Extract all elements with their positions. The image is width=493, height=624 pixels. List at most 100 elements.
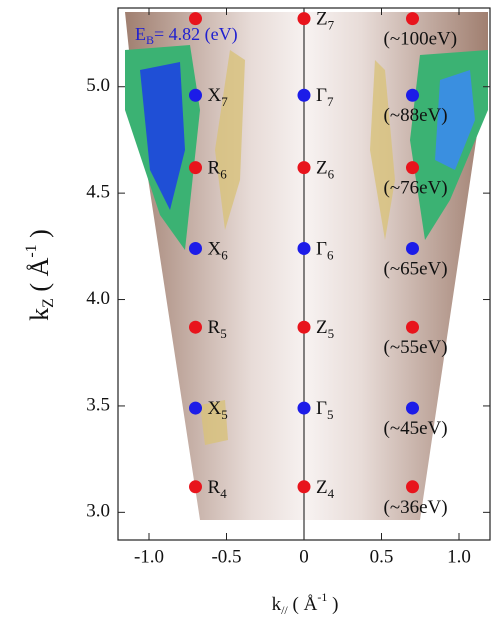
point: [406, 161, 419, 175]
label-part: 6: [327, 247, 334, 262]
y-axis-label: kZ ( Å-1 ): [23, 229, 57, 321]
point: [297, 161, 311, 175]
map-feature: [370, 60, 395, 240]
label-part: 5: [327, 407, 334, 422]
point: [297, 320, 311, 334]
x-tick-label: 0.5: [370, 546, 394, 567]
point: [297, 241, 311, 255]
point-label: R5: [208, 318, 227, 342]
point: [189, 320, 202, 334]
point-label: (~36eV): [384, 497, 448, 518]
label-part: X: [208, 239, 222, 260]
point: [297, 88, 311, 102]
label-part: -1: [317, 590, 327, 604]
label-part: X: [208, 398, 222, 419]
annotation-sub: B: [146, 33, 154, 47]
label-part: -1: [23, 244, 40, 257]
label-part: (~36eV): [384, 497, 448, 518]
point: [189, 12, 202, 26]
point-label: Z5: [316, 318, 334, 342]
y-tick-label: 3.5: [86, 394, 110, 415]
point-label: X7: [208, 86, 229, 110]
point: [189, 401, 202, 415]
point-label: Γ6: [316, 239, 334, 263]
label-part: (~65eV): [384, 259, 448, 280]
point-label: (~45eV): [384, 418, 448, 439]
label-part: 5: [220, 326, 227, 341]
label-part: //: [281, 603, 288, 617]
label-part: Z: [316, 477, 328, 498]
label-part: ): [327, 594, 338, 615]
label-part: Γ: [316, 398, 327, 419]
label-part: ): [25, 229, 54, 244]
label-part: k: [272, 594, 282, 615]
point-label: Γ5: [316, 398, 333, 422]
point-label: (~88eV): [384, 106, 448, 127]
point: [406, 320, 419, 334]
y-tick-label: 5.0: [86, 75, 110, 96]
point: [189, 480, 202, 494]
y-tick-label: 4.5: [86, 181, 110, 202]
point-label: R4: [208, 477, 228, 501]
map-feature: [215, 50, 245, 230]
label-part: 7: [221, 94, 228, 109]
point: [406, 12, 419, 26]
point: [297, 480, 311, 494]
point-label: Z6: [316, 158, 335, 182]
map-hotspot: [435, 70, 475, 170]
x-tick-label: 1.0: [447, 546, 471, 567]
map-hotspot: [140, 62, 185, 210]
label-part: Z: [316, 158, 328, 179]
point: [189, 161, 202, 175]
map-area: [125, 12, 488, 520]
point-label: X5: [208, 398, 228, 422]
label-part: (~100eV): [384, 29, 458, 50]
point-label: Z7: [316, 9, 335, 33]
label-part: 5: [328, 326, 335, 341]
point: [189, 241, 202, 255]
point-label: (~76eV): [384, 178, 448, 199]
point-label: (~65eV): [384, 259, 448, 280]
label-part: R: [208, 318, 221, 339]
point-label: X6: [208, 239, 229, 263]
annotation: EB= 4.82 (eV): [135, 24, 238, 47]
map-feature: [200, 400, 228, 445]
label-part: 5: [221, 407, 228, 422]
label-part: 6: [220, 167, 227, 182]
label-part: Z: [316, 9, 328, 30]
label-part: (~76eV): [384, 178, 448, 199]
x-tick-label: -0.5: [211, 546, 241, 567]
label-part: 4: [328, 486, 335, 501]
label-part: k: [25, 308, 54, 321]
label-part: R: [208, 477, 221, 498]
label-part: ( Å: [25, 257, 54, 298]
point: [406, 480, 419, 494]
point: [189, 88, 202, 102]
label-part: (~88eV): [384, 106, 448, 127]
point-label: Z4: [316, 477, 335, 501]
annotation-text: E: [135, 24, 146, 44]
label-part: Z: [316, 318, 328, 339]
point: [406, 88, 419, 102]
label-part: R: [208, 158, 221, 179]
y-tick-label: 3.0: [86, 501, 110, 522]
point: [406, 241, 419, 255]
x-axis-label: k// ( Å-1 ): [272, 590, 339, 617]
label-part: Γ: [316, 86, 327, 107]
intensity-map: [125, 12, 488, 520]
point-label: R6: [208, 158, 228, 182]
label-part: Z: [40, 298, 57, 308]
point: [297, 12, 311, 26]
point-label: (~55eV): [384, 338, 448, 359]
point-label: Γ7: [316, 86, 334, 110]
y-tick-label: 4.0: [86, 288, 110, 309]
label-part: Γ: [316, 239, 327, 260]
x-tick-label: 0: [299, 546, 309, 567]
label-part: 4: [220, 486, 227, 501]
point: [406, 401, 419, 415]
label-part: 7: [327, 94, 334, 109]
label-part: 7: [328, 18, 335, 33]
label-part: 6: [221, 247, 228, 262]
point: [297, 401, 311, 415]
